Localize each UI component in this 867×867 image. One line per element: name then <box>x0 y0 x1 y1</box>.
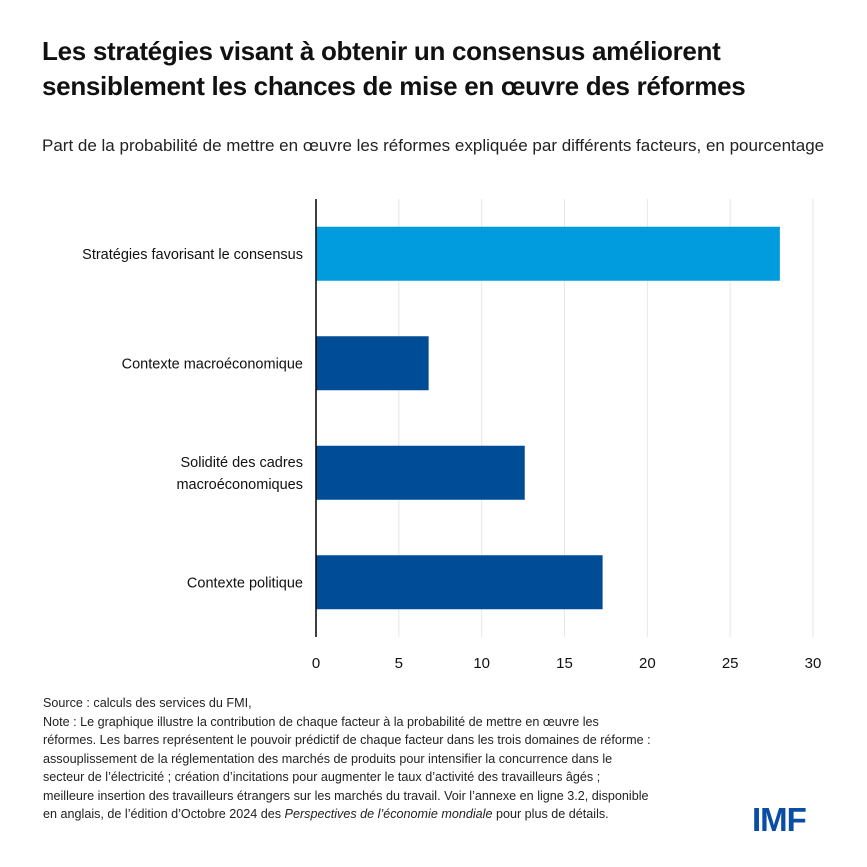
category-label: Stratégies favorisant le consensus <box>82 247 303 263</box>
category-labels: Stratégies favorisant le consensus Contex… <box>82 247 303 592</box>
x-tick-label: 10 <box>473 655 490 672</box>
source-note: Source : calculs des services du FMI, <box>43 696 252 710</box>
note-line: secteur de l’électricité ; création d’in… <box>43 770 601 784</box>
x-tick-label: 0 <box>312 655 320 672</box>
x-tick-label: 5 <box>395 655 403 672</box>
bar <box>316 555 603 610</box>
note-text: en anglais, de l’édition d’Octobre 2024 … <box>43 807 285 821</box>
x-tick-label: 15 <box>556 655 573 672</box>
x-tick-labels: 0 5 10 15 20 25 30 <box>312 655 822 672</box>
chart-title: Les stratégies visant à obtenir un conse… <box>42 36 746 101</box>
note-line: en anglais, de l’édition d’Octobre 2024 … <box>43 805 743 824</box>
publication-title: Perspectives de l’économie mondiale <box>284 807 493 821</box>
imf-logo: IMF <box>752 801 807 838</box>
x-tick-label: 30 <box>805 655 822 672</box>
bar <box>316 226 780 281</box>
note-line: réformes. Les barres représentent le pou… <box>43 733 651 747</box>
chart-subtitle: Part de la probabilité de mettre en œuvr… <box>42 136 825 155</box>
bar-chart: Stratégies favorisant le consensus Contex… <box>82 199 822 672</box>
x-tick-label: 20 <box>639 655 656 672</box>
footnotes: Source : calculs des services du FMI, No… <box>43 694 743 824</box>
note-text: pour plus de détails. <box>492 807 609 821</box>
bar <box>316 336 429 391</box>
category-label: Contexte politique <box>187 575 303 591</box>
note-line: Note : Le graphique illustre la contribu… <box>43 714 599 729</box>
note-line: assouplissement de la réglementation des… <box>43 751 613 766</box>
bar <box>316 445 525 500</box>
x-tick-label: 25 <box>722 655 739 672</box>
category-label: Solidité des cadres <box>180 455 303 471</box>
note-line: meilleure insertion des travailleurs étr… <box>43 788 649 803</box>
category-label: macroéconomiques <box>176 477 303 493</box>
bars <box>316 226 780 610</box>
category-label: Contexte macroéconomique <box>122 356 303 372</box>
